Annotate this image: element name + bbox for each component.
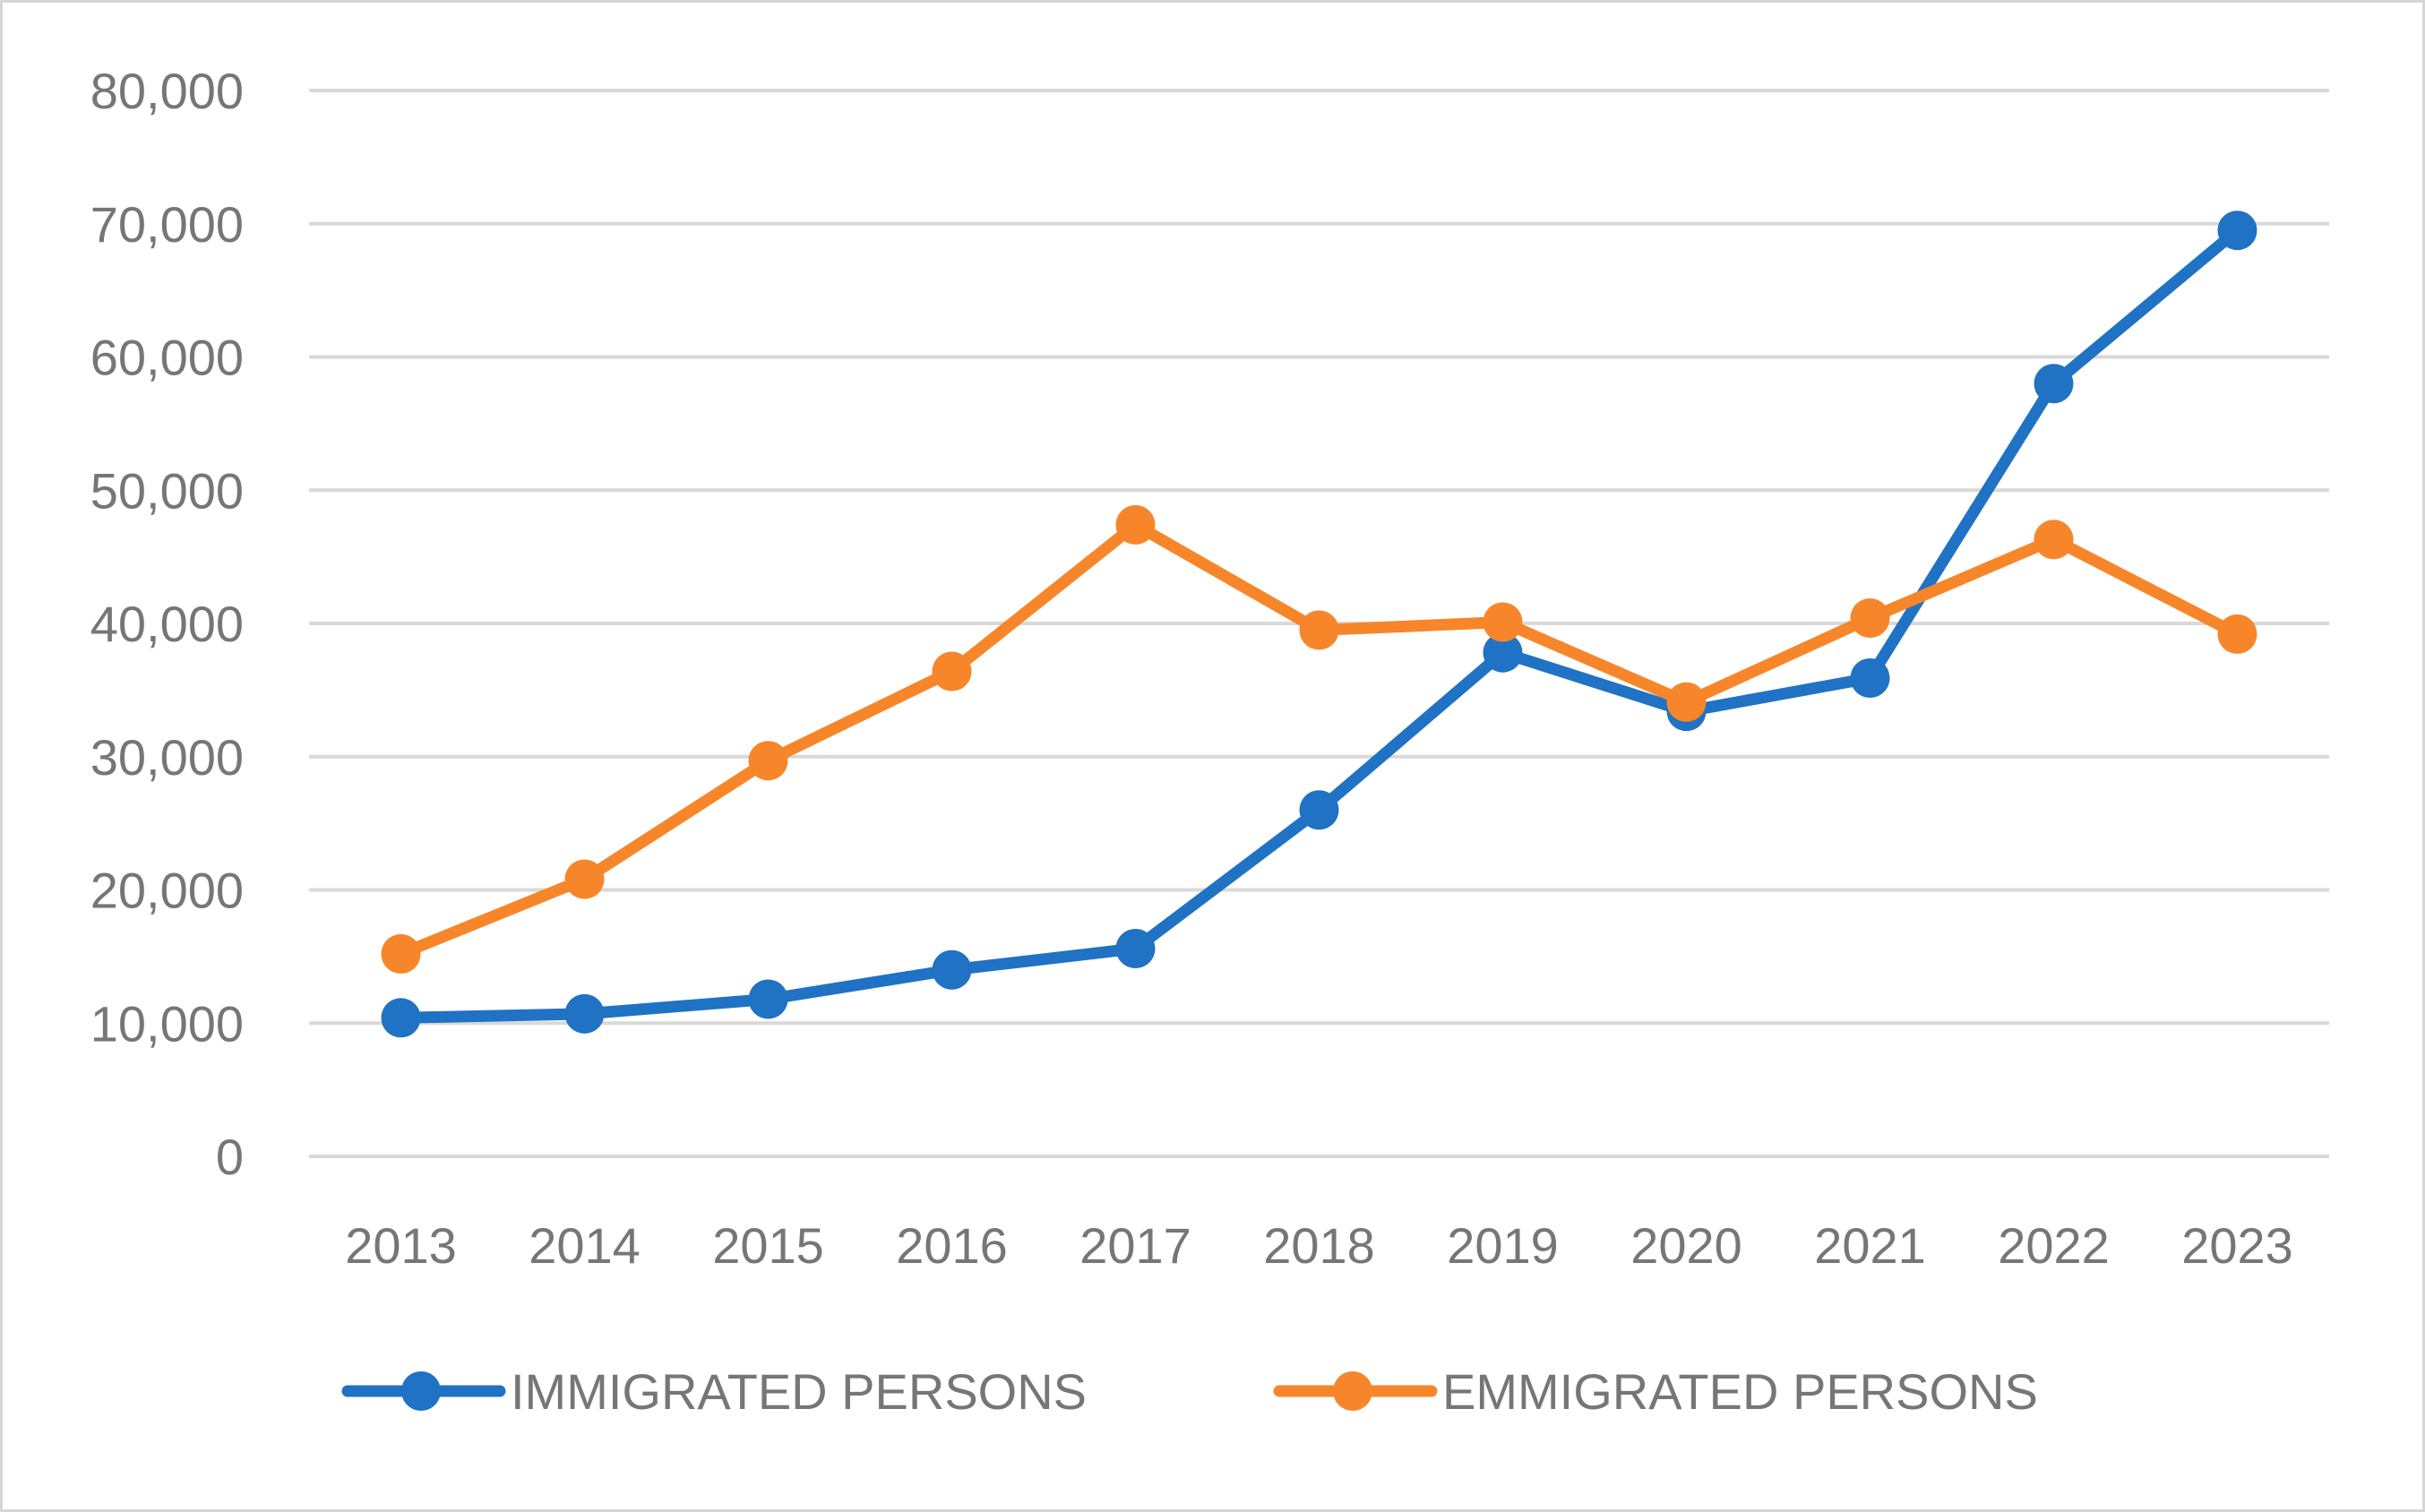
data-point <box>2217 614 2257 654</box>
y-tick-label: 40,000 <box>90 596 244 652</box>
legend-marker-swatch <box>1333 1371 1372 1411</box>
data-point <box>381 998 421 1038</box>
data-point <box>2034 364 2074 404</box>
x-tick-label: 2022 <box>1998 1217 2110 1274</box>
series-lines <box>381 210 2257 1038</box>
x-tick-label: 2013 <box>345 1217 457 1274</box>
legend-label: IMMIGRATED PERSONS <box>511 1363 1087 1420</box>
data-point <box>748 979 788 1019</box>
x-tick-label: 2020 <box>1630 1217 1742 1274</box>
x-tick-label: 2016 <box>896 1217 1008 1274</box>
x-tick-label: 2017 <box>1079 1217 1191 1274</box>
data-point <box>1850 657 1890 698</box>
data-point <box>1115 504 1156 545</box>
y-tick-label: 20,000 <box>90 863 244 919</box>
series-immigrated <box>381 210 2257 1038</box>
data-point <box>1850 598 1890 639</box>
y-tick-label: 10,000 <box>90 995 244 1052</box>
data-point <box>1483 602 1523 642</box>
data-point <box>1115 928 1156 968</box>
data-point <box>381 933 421 974</box>
data-point <box>564 859 605 899</box>
y-tick-label: 60,000 <box>90 330 244 386</box>
series-emmigrated <box>381 504 2257 974</box>
y-tick-label: 70,000 <box>90 196 244 253</box>
data-point <box>564 993 605 1034</box>
y-tick-label: 50,000 <box>90 462 244 519</box>
data-point <box>2034 520 2074 560</box>
x-tick-label: 2014 <box>529 1217 641 1274</box>
legend-item-immigrated: IMMIGRATED PERSONS <box>341 1363 1087 1420</box>
y-axis-tick-labels: 0 10,000 20,000 30,000 40,000 50,000 60,000 70,… <box>90 63 244 1185</box>
y-tick-label: 0 <box>216 1129 244 1185</box>
data-point <box>1299 790 1339 830</box>
x-tick-label: 2019 <box>1447 1217 1559 1274</box>
data-point <box>932 651 972 692</box>
x-tick-label: 2018 <box>1263 1217 1375 1274</box>
y-tick-label: 80,000 <box>90 63 244 119</box>
legend-marker-swatch <box>401 1371 441 1411</box>
x-tick-label: 2021 <box>1814 1217 1926 1274</box>
data-point <box>2217 210 2257 251</box>
x-tick-label: 2015 <box>712 1217 824 1274</box>
legend-label: EMMIGRATED PERSONS <box>1442 1363 2038 1420</box>
data-point <box>1666 682 1707 722</box>
data-point <box>1299 610 1339 650</box>
x-axis-tick-labels: 2013 2014 2015 2016 2017 2018 2019 2020 2021 2022… <box>345 1217 2293 1274</box>
legend-item-emmigrated: EMMIGRATED PERSONS <box>1273 1363 2038 1420</box>
data-point <box>748 741 788 781</box>
y-tick-label: 30,000 <box>90 729 244 786</box>
legend: IMMIGRATED PERSONS EMMIGRATED PERSONS <box>341 1363 2038 1420</box>
data-point <box>932 949 972 990</box>
x-tick-label: 2023 <box>2181 1217 2293 1274</box>
data-point <box>1483 632 1523 673</box>
